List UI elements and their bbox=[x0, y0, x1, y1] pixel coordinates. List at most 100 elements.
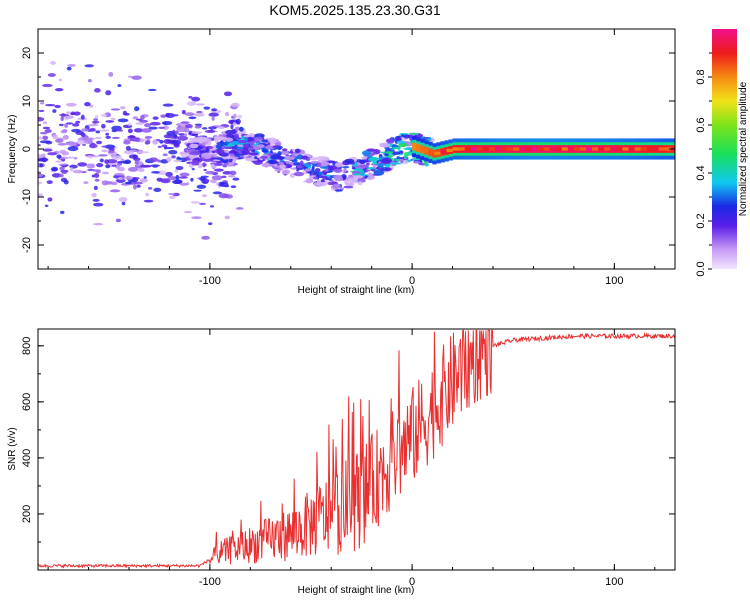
spectrogram-cell bbox=[67, 63, 77, 67]
spectrogram-cell bbox=[250, 140, 261, 143]
spectrogram-cell bbox=[163, 121, 167, 125]
spectrogram-cell bbox=[141, 164, 152, 168]
spectrogram-cell bbox=[237, 114, 243, 119]
spectrogram-cell bbox=[357, 181, 363, 186]
spectrogram-x-tick-label: 100 bbox=[605, 275, 623, 287]
spectrogram-band-core bbox=[537, 147, 544, 151]
spectrogram-cell bbox=[94, 88, 101, 93]
spectrogram-cell bbox=[196, 110, 203, 114]
spectrogram-cell bbox=[139, 119, 149, 123]
spectrogram-cell bbox=[241, 149, 250, 155]
spectrogram-cell bbox=[221, 175, 227, 179]
spectrogram-cell bbox=[131, 75, 142, 80]
spectrogram-cell bbox=[55, 138, 64, 143]
spectrogram-cell bbox=[166, 156, 172, 162]
spectrogram-cell bbox=[99, 158, 104, 163]
spectrogram-cell bbox=[364, 175, 368, 178]
spectrogram-cell bbox=[200, 152, 212, 159]
spectrogram-cell bbox=[127, 135, 136, 138]
spectrogram-cell bbox=[81, 128, 90, 132]
spectrogram-cell bbox=[384, 167, 392, 171]
spectrogram-cell bbox=[223, 91, 233, 97]
spectrogram-cell bbox=[230, 124, 234, 130]
spectrogram-cell bbox=[402, 160, 409, 165]
spectrogram-cell bbox=[349, 180, 359, 184]
spectrogram-cell bbox=[327, 181, 334, 186]
spectrogram-cell bbox=[334, 176, 344, 182]
chart-title: KOM5.2025.135.23.30.G31 bbox=[269, 2, 441, 18]
spectrogram-cell bbox=[316, 156, 328, 159]
spectrogram-y-tick-label: -10 bbox=[21, 189, 33, 205]
spectrogram-band-core bbox=[598, 147, 605, 151]
spectrogram-cell bbox=[227, 175, 236, 178]
spectrogram-cell bbox=[199, 177, 206, 181]
spectrogram-band-core bbox=[513, 147, 520, 151]
spectrogram-band-core bbox=[652, 147, 660, 151]
spectrogram-band-core bbox=[622, 147, 629, 151]
spectrogram-cell bbox=[71, 128, 81, 133]
spectrogram-cell bbox=[66, 141, 77, 147]
spectrogram-band-core bbox=[464, 147, 471, 151]
spectrogram-cell bbox=[224, 184, 230, 188]
spectrogram-cell bbox=[110, 117, 116, 120]
spectrogram-cell bbox=[311, 165, 315, 171]
spectrogram-y-tick-label: 0 bbox=[21, 146, 33, 152]
spectrogram-cell bbox=[231, 141, 236, 146]
spectrogram-cell bbox=[230, 102, 240, 108]
spectrogram-cell bbox=[191, 96, 201, 102]
spectrogram-cell bbox=[67, 146, 79, 152]
spectrogram-cell bbox=[151, 171, 160, 174]
spectrogram-cell bbox=[424, 163, 429, 167]
spectrogram-cell bbox=[334, 162, 343, 168]
spectrogram-cell bbox=[279, 164, 286, 170]
spectrogram-cell bbox=[209, 205, 215, 208]
spectrogram-cell bbox=[191, 131, 203, 135]
spectrogram-band-core bbox=[549, 147, 556, 151]
spectrogram-cell bbox=[118, 196, 128, 203]
spectrogram-cell bbox=[66, 111, 72, 114]
spectrogram-cell bbox=[280, 150, 289, 156]
spectrogram-cell bbox=[291, 158, 298, 163]
spectrogram-cell bbox=[58, 78, 63, 82]
spectrogram-cell bbox=[160, 178, 171, 184]
spectrogram-cell bbox=[397, 137, 402, 142]
spectrogram-cell bbox=[410, 158, 414, 162]
spectrogram-cell bbox=[216, 136, 227, 140]
spectrogram-cell bbox=[143, 176, 147, 179]
spectrogram-cell bbox=[50, 61, 56, 65]
spectrogram-y-axis-label: Frequency (Hz) bbox=[7, 115, 18, 184]
spectrogram-cell bbox=[178, 133, 186, 136]
spectrogram-cell bbox=[125, 145, 131, 151]
spectrogram-cell bbox=[247, 138, 252, 143]
spectrogram-cell bbox=[43, 121, 48, 125]
spectrogram-cell bbox=[39, 131, 48, 135]
spectrogram-cell bbox=[305, 178, 313, 184]
spectrogram-cell bbox=[286, 165, 292, 168]
spectrogram-band-core bbox=[458, 147, 465, 151]
spectrogram-cell bbox=[143, 199, 154, 203]
spectrogram-cell bbox=[386, 155, 394, 158]
spectrogram-cell bbox=[129, 149, 138, 152]
spectrogram-cell bbox=[38, 158, 45, 162]
spectrogram-cell bbox=[94, 178, 100, 182]
spectrogram-cell bbox=[168, 195, 176, 199]
spectrogram-cell bbox=[52, 134, 59, 140]
spectrogram-cell bbox=[89, 104, 94, 108]
spectrogram-cell bbox=[123, 140, 131, 145]
spectrogram-band-core bbox=[543, 147, 550, 151]
spectrogram-cell bbox=[369, 157, 379, 161]
spectrogram-cell bbox=[101, 123, 106, 129]
spectrogram-cell bbox=[128, 154, 139, 159]
snr-y-tick-label: 200 bbox=[21, 505, 33, 523]
spectrogram-cell bbox=[54, 104, 61, 109]
spectrogram-band-cell bbox=[675, 142, 679, 155]
spectrogram-cell bbox=[159, 139, 164, 144]
spectrogram-cell bbox=[153, 187, 162, 192]
spectrogram-cell bbox=[101, 145, 108, 148]
spectrogram-cell bbox=[198, 157, 203, 163]
spectrogram-cell bbox=[204, 129, 216, 133]
colorbar-tick-label: 0.6 bbox=[695, 117, 707, 132]
spectrogram-cell bbox=[225, 129, 235, 135]
spectrogram-cell bbox=[116, 129, 124, 132]
spectrogram-cell bbox=[179, 172, 190, 177]
